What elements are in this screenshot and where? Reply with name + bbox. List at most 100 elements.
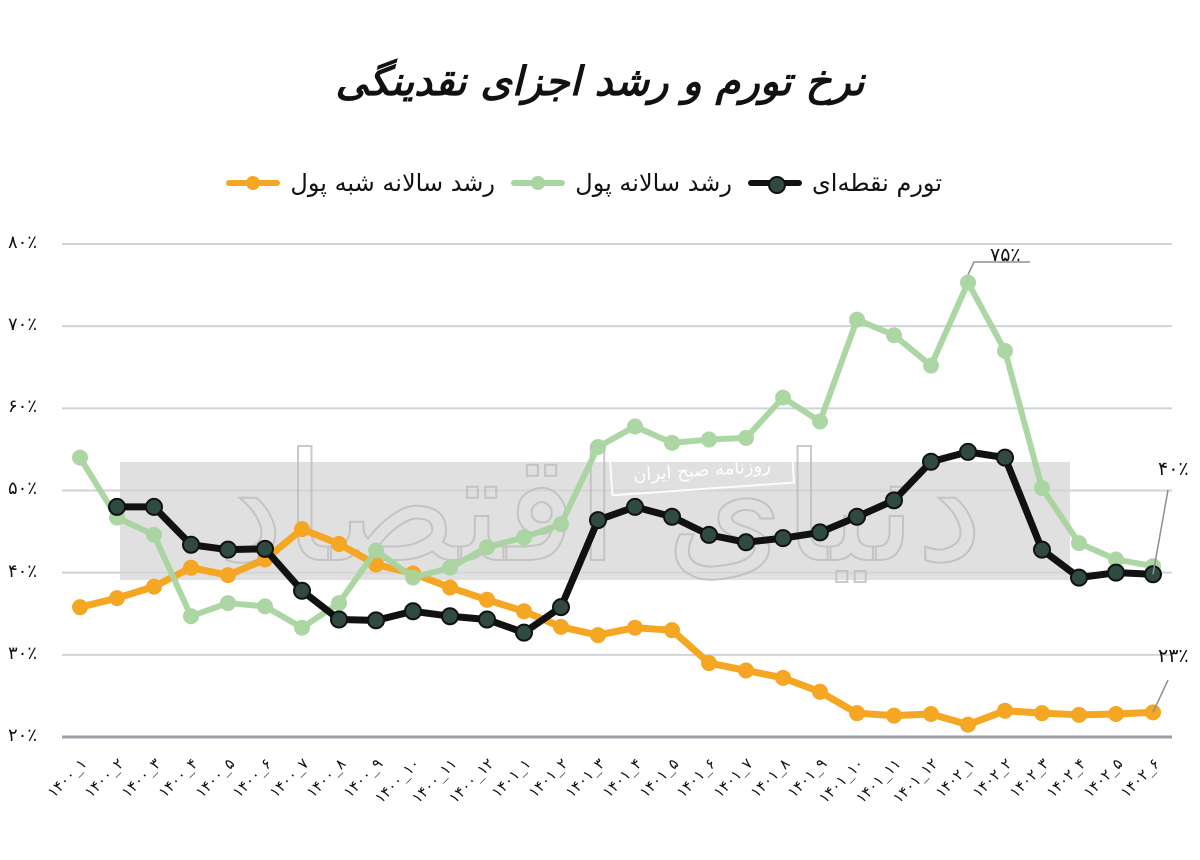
data-point — [1034, 705, 1050, 722]
data-point — [182, 535, 200, 554]
data-point — [960, 274, 976, 291]
series-inflation — [108, 442, 1162, 642]
data-point — [700, 525, 718, 544]
data-point — [368, 542, 384, 559]
y-tick-label: ۳۰٪ — [8, 643, 38, 664]
data-point — [1070, 568, 1088, 587]
data-point — [516, 603, 532, 620]
data-point — [146, 578, 162, 595]
data-point — [293, 581, 311, 600]
data-point — [738, 429, 754, 446]
data-point — [1108, 705, 1124, 722]
data-point — [738, 662, 754, 679]
data-point — [1071, 706, 1087, 723]
data-point — [257, 598, 273, 615]
data-point — [183, 559, 199, 576]
data-point — [997, 342, 1013, 359]
data-point — [886, 327, 902, 344]
data-point — [72, 599, 88, 616]
data-point — [923, 357, 939, 374]
data-point — [404, 602, 422, 621]
annotation-leader-line — [967, 261, 1030, 275]
data-point — [146, 526, 162, 543]
data-point — [1034, 480, 1050, 497]
line-marker-icon — [226, 168, 281, 198]
data-point — [145, 497, 163, 516]
data-point — [996, 448, 1014, 467]
data-point — [294, 619, 310, 636]
data-point — [922, 452, 940, 471]
legend-label-money: رشد سالانه پول — [575, 169, 732, 197]
data-point — [1107, 563, 1125, 582]
data-point — [885, 491, 903, 510]
line-marker-icon — [748, 168, 803, 198]
data-point — [331, 595, 347, 612]
data-point — [737, 533, 755, 552]
data-point — [331, 535, 347, 552]
data-point — [627, 619, 643, 636]
legend-label-inflation: تورم نقطه‌ای — [812, 169, 942, 197]
data-point — [811, 523, 829, 542]
data-point — [330, 610, 348, 629]
data-point — [626, 497, 644, 516]
data-point — [294, 521, 310, 538]
annotation-quasi-end: ۲۳٪ — [1158, 645, 1189, 667]
data-point — [442, 559, 458, 576]
chart-title: نرخ تورم و رشد اجزای نقدینگی — [335, 58, 865, 105]
line-marker-icon — [511, 168, 566, 198]
data-point — [775, 389, 791, 406]
annotation-money-peak: ۷۵٪ — [990, 244, 1021, 266]
data-point — [442, 579, 458, 596]
y-tick-label: ۴۰٪ — [8, 561, 38, 582]
data-point — [553, 618, 569, 635]
data-point — [552, 598, 570, 617]
data-point — [627, 418, 643, 435]
data-point — [1033, 540, 1051, 559]
annotation-leader-line — [1152, 679, 1169, 713]
annotation-leader-line — [1152, 489, 1169, 575]
y-tick-label: ۶۰٪ — [8, 396, 38, 417]
data-point — [848, 507, 866, 526]
data-point — [515, 623, 533, 642]
data-point — [664, 622, 680, 639]
data-point — [849, 705, 865, 722]
data-point — [478, 610, 496, 629]
data-point — [220, 567, 236, 584]
y-tick-label: ۵۰٪ — [8, 478, 38, 499]
data-point — [590, 438, 606, 455]
data-point — [256, 539, 274, 558]
data-point — [886, 707, 902, 724]
data-point — [479, 591, 495, 608]
data-point — [553, 516, 569, 533]
data-point — [663, 507, 681, 526]
data-point — [664, 434, 680, 451]
data-point — [219, 540, 237, 559]
data-point — [109, 590, 125, 607]
data-point — [1108, 551, 1124, 568]
data-point — [108, 497, 126, 516]
y-tick-label: ۷۰٪ — [8, 314, 38, 335]
data-point — [516, 529, 532, 546]
data-point — [72, 449, 88, 466]
series-money — [72, 274, 1161, 636]
data-point — [774, 529, 792, 548]
data-point — [479, 539, 495, 556]
legend-label-quasi-money: رشد سالانه شبه پول — [290, 169, 495, 197]
data-point — [590, 627, 606, 644]
data-point — [220, 595, 236, 612]
legend-item-inflation: تورم نقطه‌ای — [748, 168, 942, 198]
data-point — [701, 431, 717, 448]
data-point — [775, 669, 791, 686]
chart-legend: تورم نقطه‌ای رشد سالانه پول رشد سالانه ش… — [0, 168, 1200, 208]
data-point — [405, 569, 421, 586]
annotation-inflation-end: ۴۰٪ — [1158, 458, 1189, 480]
data-point — [1071, 535, 1087, 552]
data-point — [960, 716, 976, 733]
y-tick-label: ۸۰٪ — [8, 232, 38, 253]
data-point — [367, 611, 385, 630]
data-point — [997, 702, 1013, 719]
legend-item-money: رشد سالانه پول — [511, 168, 732, 198]
data-point — [812, 413, 828, 430]
data-point — [812, 683, 828, 700]
